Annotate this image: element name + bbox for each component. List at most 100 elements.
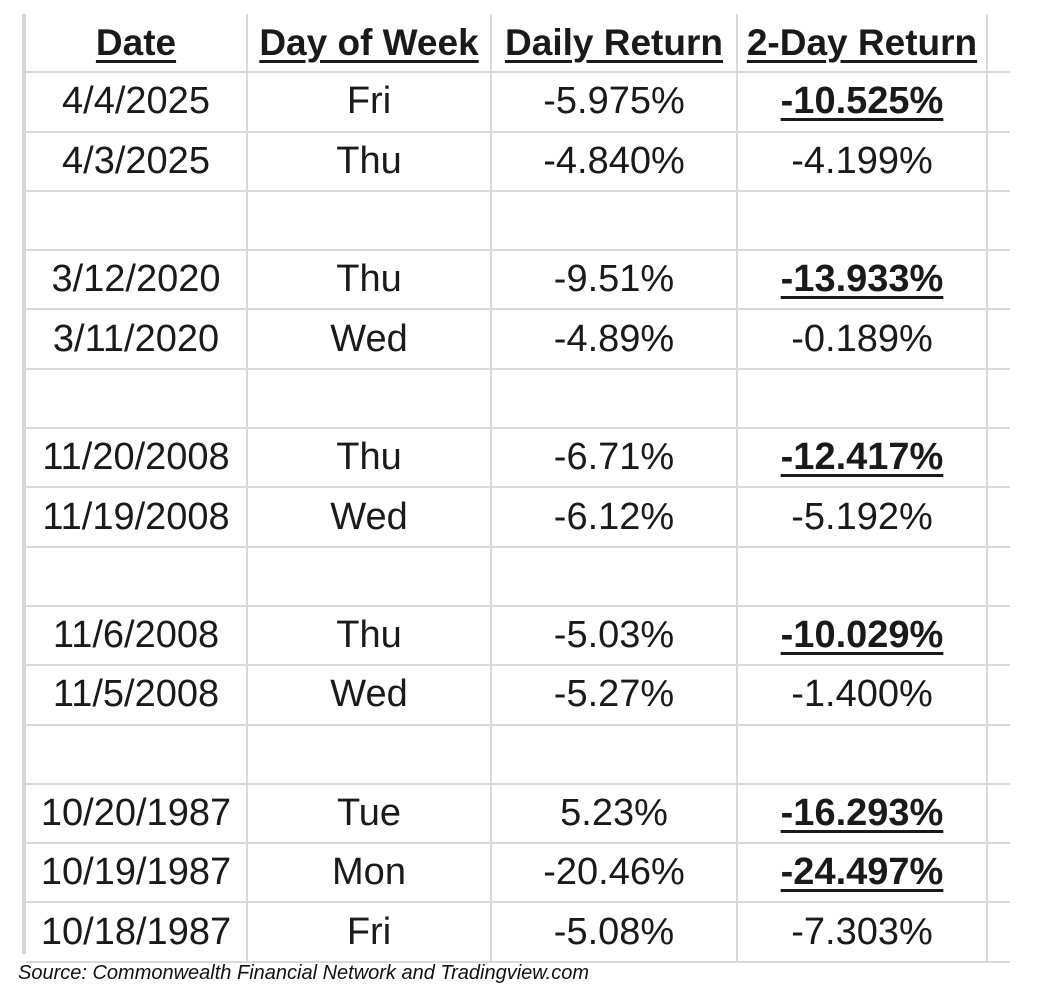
stub-cell — [987, 309, 1010, 370]
date-cell: 3/11/2020 — [26, 309, 248, 370]
day-cell: Wed — [247, 665, 492, 726]
day-cell: Mon — [247, 843, 492, 904]
day-cell: Fri — [247, 902, 492, 963]
header-day-of-week: Day of Week — [247, 14, 492, 74]
two-day-return-cell — [737, 190, 988, 252]
date-cell — [26, 190, 248, 252]
day-cell: Thu — [247, 250, 492, 311]
stub-cell — [987, 902, 1010, 963]
table-row: 4/4/2025 Fri -5.975% -10.525% — [26, 72, 1010, 133]
spreadsheet: Date Day of Week Daily Return 2-Day Retu… — [22, 14, 1010, 963]
daily-return-cell: -5.03% — [491, 605, 738, 667]
daily-return-cell: -4.840% — [491, 131, 738, 192]
stub-cell — [987, 487, 1010, 548]
blank-row — [26, 546, 1010, 607]
two-day-return-cell: -13.933% — [737, 250, 988, 311]
stub-cell — [987, 843, 1010, 904]
sheet-left-border — [22, 14, 26, 954]
stub-cell — [987, 131, 1010, 192]
two-day-return-cell: -10.029% — [737, 605, 988, 667]
daily-return-cell: -9.51% — [491, 250, 738, 311]
daily-return-cell: -20.46% — [491, 843, 738, 904]
table-row: 11/5/2008 Wed -5.27% -1.400% — [26, 665, 1010, 726]
stub-cell — [987, 665, 1010, 726]
date-cell: 10/20/1987 — [26, 783, 248, 845]
day-cell — [247, 190, 492, 252]
day-cell: Wed — [247, 309, 492, 370]
date-cell: 10/19/1987 — [26, 843, 248, 904]
blank-row — [26, 368, 1010, 430]
date-cell: 11/19/2008 — [26, 487, 248, 548]
date-cell: 11/5/2008 — [26, 665, 248, 726]
daily-return-cell — [491, 546, 738, 607]
daily-return-cell: -6.71% — [491, 428, 738, 489]
day-cell: Fri — [247, 72, 492, 133]
two-day-return-cell — [737, 724, 988, 785]
date-cell: 11/6/2008 — [26, 605, 248, 667]
date-cell: 4/3/2025 — [26, 131, 248, 192]
stub-cell — [987, 368, 1010, 430]
date-cell — [26, 546, 248, 607]
day-cell: Tue — [247, 783, 492, 845]
daily-return-cell — [491, 190, 738, 252]
source-note: Source: Commonwealth Financial Network a… — [18, 962, 589, 984]
day-cell: Thu — [247, 605, 492, 667]
stub-cell — [987, 190, 1010, 252]
daily-return-cell: -5.08% — [491, 902, 738, 963]
header-daily-return: Daily Return — [491, 14, 738, 74]
table-row: 11/6/2008 Thu -5.03% -10.029% — [26, 605, 1010, 667]
table-row: 3/11/2020 Wed -4.89% -0.189% — [26, 309, 1010, 370]
stub-cell — [987, 546, 1010, 607]
date-cell: 3/12/2020 — [26, 250, 248, 311]
blank-row — [26, 724, 1010, 785]
returns-table: Date Day of Week Daily Return 2-Day Retu… — [26, 14, 1010, 963]
table-row: 3/12/2020 Thu -9.51% -13.933% — [26, 250, 1010, 311]
stub-cell — [987, 428, 1010, 489]
day-cell — [247, 724, 492, 785]
table-row: 10/18/1987 Fri -5.08% -7.303% — [26, 902, 1010, 963]
date-cell — [26, 368, 248, 430]
table-row: 11/20/2008 Thu -6.71% -12.417% — [26, 428, 1010, 489]
two-day-return-cell — [737, 546, 988, 607]
daily-return-cell: -6.12% — [491, 487, 738, 548]
header-stub-cell — [987, 14, 1010, 74]
stub-cell — [987, 724, 1010, 785]
two-day-return-cell — [737, 368, 988, 430]
daily-return-cell: -5.27% — [491, 665, 738, 726]
two-day-return-cell: -24.497% — [737, 843, 988, 904]
date-cell: 4/4/2025 — [26, 72, 248, 133]
two-day-return-cell: -12.417% — [737, 428, 988, 489]
table-row: 10/20/1987 Tue 5.23% -16.293% — [26, 783, 1010, 845]
day-cell: Thu — [247, 428, 492, 489]
header-two-day-return: 2-Day Return — [737, 14, 988, 74]
day-cell: Wed — [247, 487, 492, 548]
date-cell: 11/20/2008 — [26, 428, 248, 489]
header-date: Date — [26, 14, 248, 74]
daily-return-cell — [491, 368, 738, 430]
stub-cell — [987, 72, 1010, 133]
header-row: Date Day of Week Daily Return 2-Day Retu… — [26, 14, 1010, 74]
table-row: 11/19/2008 Wed -6.12% -5.192% — [26, 487, 1010, 548]
stub-cell — [987, 605, 1010, 667]
two-day-return-cell: -10.525% — [737, 72, 988, 133]
day-cell — [247, 368, 492, 430]
two-day-return-cell: -0.189% — [737, 309, 988, 370]
stub-cell — [987, 250, 1010, 311]
day-cell — [247, 546, 492, 607]
date-cell: 10/18/1987 — [26, 902, 248, 963]
two-day-return-cell: -5.192% — [737, 487, 988, 548]
stub-cell — [987, 783, 1010, 845]
blank-row — [26, 190, 1010, 252]
two-day-return-cell: -4.199% — [737, 131, 988, 192]
daily-return-cell: -5.975% — [491, 72, 738, 133]
table-row: 4/3/2025 Thu -4.840% -4.199% — [26, 131, 1010, 192]
two-day-return-cell: -1.400% — [737, 665, 988, 726]
two-day-return-cell: -16.293% — [737, 783, 988, 845]
daily-return-cell — [491, 724, 738, 785]
daily-return-cell: -4.89% — [491, 309, 738, 370]
two-day-return-cell: -7.303% — [737, 902, 988, 963]
daily-return-cell: 5.23% — [491, 783, 738, 845]
date-cell — [26, 724, 248, 785]
day-cell: Thu — [247, 131, 492, 192]
table-row: 10/19/1987 Mon -20.46% -24.497% — [26, 843, 1010, 904]
